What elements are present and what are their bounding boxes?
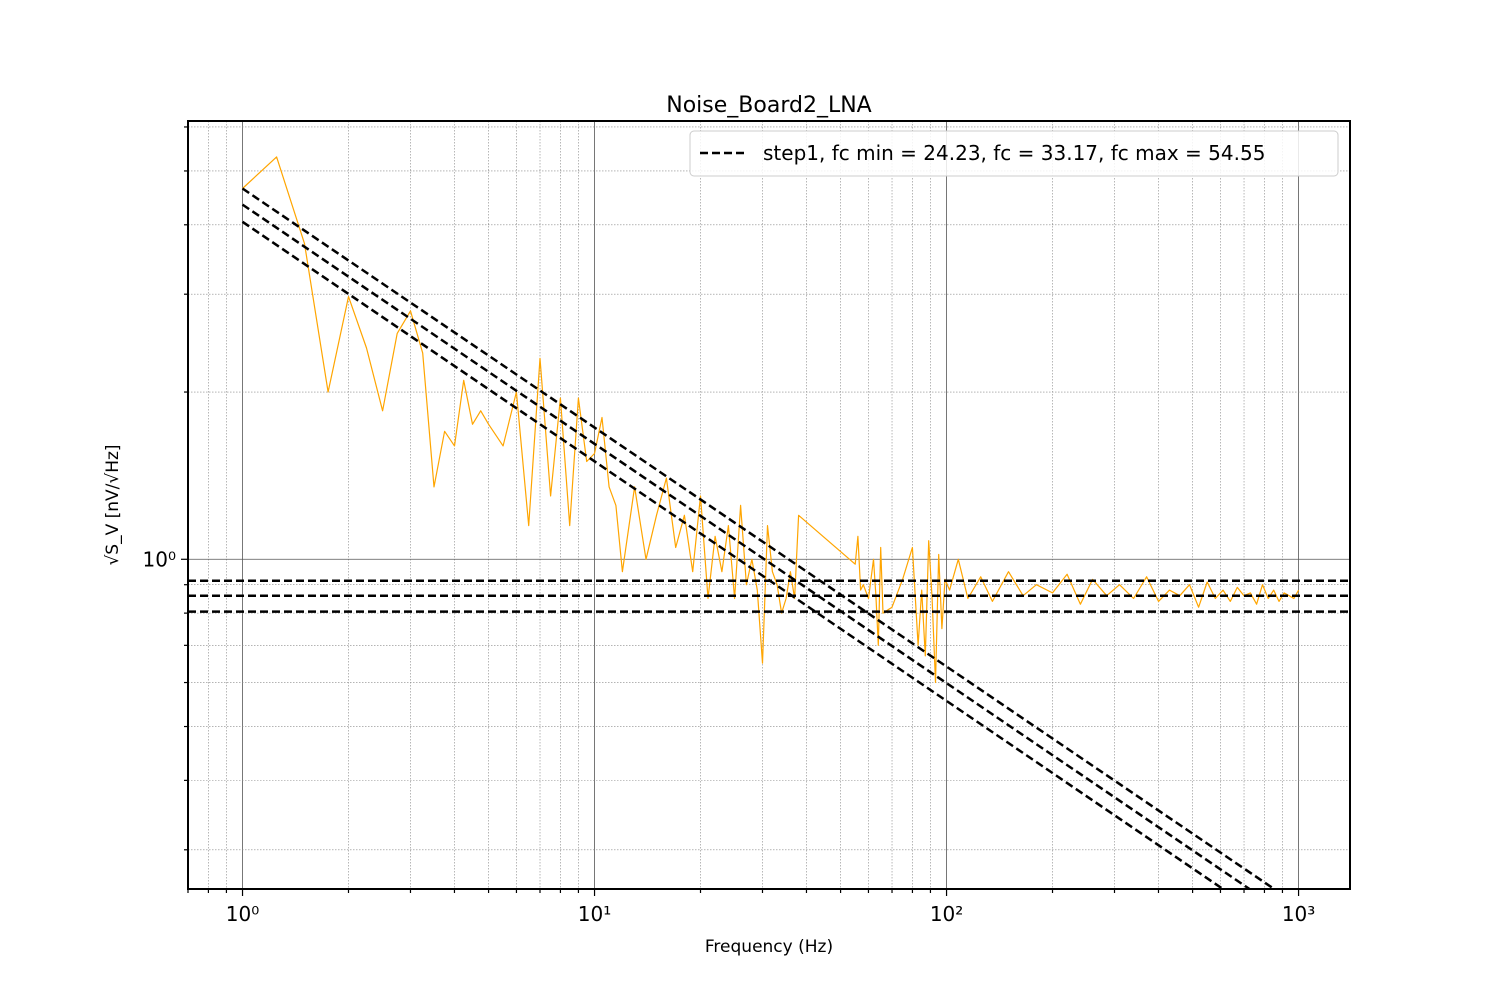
x-axis-label: Frequency (Hz)	[705, 937, 833, 957]
grid	[187, 121, 1350, 889]
series-fit-1/f-upper	[241, 187, 1277, 889]
axis-ticks: 10⁰ 10¹ 10² 10³ 10⁰	[143, 126, 1315, 926]
plot-frame	[187, 120, 1351, 890]
x-tick-label: 10¹	[578, 902, 611, 926]
legend: step1, fc min = 24.23, fc = 33.17, fc ma…	[689, 130, 1339, 177]
series-fit-1/f-mid	[241, 203, 1252, 889]
y-axis-label: √S_V [nV/√Hz]	[103, 444, 123, 565]
x-tick-label: 10⁰	[226, 902, 259, 926]
chart-title: Noise_Board2_LNA	[666, 93, 871, 118]
y-tick-label: 10⁰	[143, 547, 176, 571]
legend-label: step1, fc min = 24.23, fc = 33.17, fc ma…	[763, 141, 1265, 165]
x-tick-label: 10³	[1282, 902, 1315, 926]
plot-area	[188, 156, 1350, 889]
legend-box	[689, 130, 1339, 177]
series-measured-noise	[242, 156, 1300, 684]
x-tick-label: 10²	[930, 902, 963, 926]
svg-text:√S_V [nV/√Hz]: √S_V [nV/√Hz]	[103, 444, 123, 565]
